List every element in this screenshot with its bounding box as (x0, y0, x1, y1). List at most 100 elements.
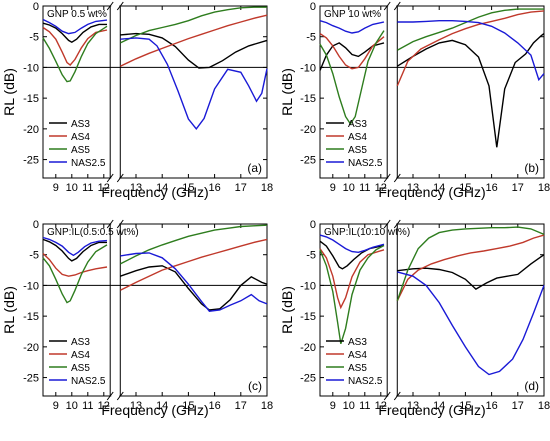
x-tick-label: 10 (343, 400, 355, 412)
axis-break-mark (393, 219, 401, 229)
y-tick-label: -5 (29, 250, 39, 262)
panel-title: GNP 0.5 wt% (47, 9, 107, 20)
axis-break-mark (116, 219, 124, 229)
plot-frame (42, 223, 268, 397)
panel-label: (a) (247, 161, 262, 175)
y-tick-label: 0 (33, 219, 39, 231)
series-line-as3 (397, 254, 545, 290)
axis-break-mark (106, 391, 114, 401)
y-tick-label: -5 (306, 250, 316, 262)
y-tick-label: -10 (23, 280, 39, 292)
x-tick-label: 14 (433, 182, 445, 194)
axis-break-mark (116, 391, 124, 401)
x-tick-label: 11 (82, 400, 93, 412)
x-tick-label: 13 (407, 400, 419, 412)
axis-break-mark (116, 1, 124, 11)
y-tick-label: -10 (23, 62, 39, 74)
axis-break-mark (383, 1, 391, 11)
y-axis-label: RL (dB) (1, 286, 17, 334)
series-line-as5 (396, 8, 544, 51)
y-tick-label: -15 (300, 93, 316, 105)
x-tick-label: 15 (182, 182, 194, 194)
y-tick-label: -20 (23, 342, 39, 354)
y-tick-label: -5 (306, 32, 316, 44)
x-tick-label: 16 (485, 400, 497, 412)
x-tick-label: 12 (98, 400, 110, 412)
legend-label: AS4 (348, 132, 367, 143)
series-line-nas2-5 (42, 236, 108, 257)
y-axis-label: RL (dB) (279, 286, 295, 334)
series-line-as3 (396, 33, 545, 148)
x-tick-label: 15 (459, 400, 471, 412)
axis-break-gap (111, 3, 120, 181)
y-tick-label: -15 (300, 311, 316, 323)
x-tick-label: 13 (407, 182, 419, 194)
series-line-nas2-5 (42, 18, 108, 35)
x-tick-label: 12 (375, 182, 387, 194)
x-tick-label: 17 (235, 182, 247, 194)
x-tick-label: 9 (53, 182, 59, 194)
series-line-nas2-5 (120, 252, 268, 312)
series-line-nas2-5 (120, 37, 268, 131)
chart-panel-a: 0 -5 -10 -15 -20 -25 9 10 11 12 13 14 15 16 17 18 GNP 0.… (1, 1, 273, 200)
series-line-as4 (42, 26, 108, 66)
panel-title: GNP:IL(10:10 wt%) (324, 227, 410, 238)
x-tick-label: 10 (66, 182, 78, 194)
series-line-as3 (120, 32, 268, 69)
x-tick-label: 16 (485, 182, 497, 194)
series-line-as3 (319, 42, 385, 71)
series-line-as5 (396, 226, 545, 302)
series-line-as4 (319, 33, 385, 70)
legend-label: NAS2.5 (348, 376, 383, 387)
x-tick-label: 17 (512, 400, 524, 412)
x-tick-label: 15 (459, 182, 471, 194)
plot-frame (319, 5, 545, 179)
x-tick-label: 15 (182, 400, 194, 412)
legend-label: AS5 (71, 363, 90, 374)
axis-break-mark (393, 1, 401, 11)
series-line-as4 (396, 234, 545, 302)
y-tick-label: 0 (310, 219, 316, 231)
legend-label: AS4 (71, 132, 90, 143)
plot-frame (42, 5, 268, 179)
x-tick-label: 17 (235, 400, 247, 412)
legend-label: NAS2.5 (71, 158, 106, 169)
axis-break-mark (116, 173, 124, 183)
y-tick-label: -20 (300, 124, 316, 136)
legend-label: AS4 (348, 350, 367, 361)
legend-label: AS5 (348, 145, 367, 156)
y-tick-label: 0 (33, 1, 39, 13)
axis-break-mark (393, 173, 401, 183)
x-tick-label: 14 (156, 400, 168, 412)
series-line-as4 (396, 10, 545, 87)
series-line-nas2-5 (319, 234, 385, 254)
chart-panel-b: 0 -5 -10 -15 -20 -25 9 10 11 12 13 14 15 16 17 18 GNP 10… (279, 1, 550, 200)
axis-break-mark (383, 173, 391, 183)
axis-break-gap (111, 221, 120, 399)
legend-label: AS3 (71, 119, 90, 130)
y-tick-label: -10 (300, 62, 316, 74)
y-tick-label: -20 (300, 342, 316, 354)
x-tick-label: 18 (538, 182, 550, 194)
series-line-as5 (319, 30, 385, 126)
series-line-as5 (119, 224, 268, 265)
chart-panel-d: 0 -5 -10 -15 -20 -25 9 10 11 12 13 14 15 16 17 18 GNP:IL… (279, 219, 550, 418)
axis-break-gap (388, 221, 397, 399)
axis-break-mark (106, 173, 114, 183)
x-tick-label: 18 (538, 400, 550, 412)
series-line-as4 (120, 14, 268, 67)
x-axis-label: Frequency (GHz) (101, 402, 208, 418)
series-line-as4 (42, 252, 108, 277)
y-tick-label: -25 (300, 155, 316, 167)
legend-label: AS5 (71, 145, 90, 156)
series-line-nas2-5 (397, 20, 545, 82)
x-tick-label: 12 (98, 182, 110, 194)
legend-label: NAS2.5 (348, 158, 383, 169)
legend-label: NAS2.5 (71, 376, 106, 387)
series-line-nas2-5 (397, 271, 545, 376)
panel-label: (b) (524, 161, 539, 175)
y-tick-label: -20 (23, 124, 39, 136)
x-tick-label: 12 (375, 400, 387, 412)
plot-frame (319, 223, 545, 397)
